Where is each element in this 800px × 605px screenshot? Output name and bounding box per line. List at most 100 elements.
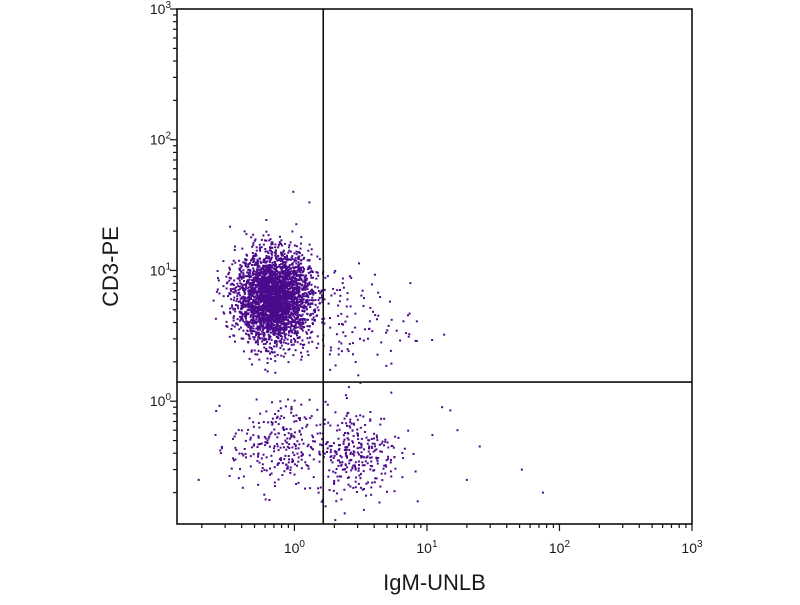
data-point <box>370 460 373 463</box>
data-point <box>360 437 363 440</box>
data-point <box>375 456 378 459</box>
data-point <box>240 283 243 286</box>
data-point <box>338 300 341 303</box>
data-point <box>306 312 309 315</box>
data-point <box>263 292 266 295</box>
data-point <box>239 282 242 285</box>
data-point <box>268 259 271 262</box>
data-point <box>302 442 305 445</box>
data-point <box>290 341 293 344</box>
data-point <box>284 454 287 457</box>
data-point <box>293 454 296 457</box>
data-point <box>300 277 303 280</box>
data-point <box>415 340 418 342</box>
data-point <box>234 458 237 461</box>
data-point <box>254 253 257 256</box>
data-point <box>251 252 254 254</box>
data-point <box>255 302 258 305</box>
data-point <box>274 243 277 246</box>
data-point <box>341 282 344 285</box>
data-point <box>312 312 315 315</box>
data-point <box>275 255 278 258</box>
data-point <box>267 298 270 301</box>
data-point <box>308 259 311 262</box>
data-point <box>271 253 273 256</box>
data-point <box>228 292 231 295</box>
data-point <box>267 281 270 283</box>
data-point <box>294 445 297 447</box>
data-point <box>368 445 371 448</box>
data-point <box>295 250 298 253</box>
data-point <box>339 444 341 447</box>
data-point <box>307 354 310 356</box>
data-point <box>268 261 271 264</box>
data-point <box>279 251 282 254</box>
data-point <box>260 271 263 274</box>
data-point <box>306 308 308 311</box>
data-point <box>358 441 360 444</box>
data-point <box>251 332 254 335</box>
data-point <box>259 294 262 297</box>
data-point <box>374 445 376 448</box>
data-point <box>401 451 404 454</box>
data-point <box>255 246 258 249</box>
data-point <box>277 432 280 435</box>
data-point <box>288 300 291 303</box>
data-point <box>263 468 266 471</box>
data-point <box>240 317 243 320</box>
data-point <box>268 336 271 339</box>
data-point <box>266 269 269 272</box>
data-point <box>252 336 255 339</box>
data-point <box>333 271 336 274</box>
data-point <box>293 443 296 445</box>
data-point <box>282 260 284 263</box>
data-point <box>360 443 363 445</box>
data-point <box>273 351 276 354</box>
data-point <box>307 266 310 269</box>
data-point <box>292 354 295 357</box>
data-point <box>298 278 301 281</box>
data-point <box>280 295 283 297</box>
data-point <box>301 254 304 257</box>
data-point <box>244 291 247 294</box>
data-point <box>257 262 260 265</box>
data-point <box>262 326 265 329</box>
data-point <box>245 233 248 236</box>
data-point <box>401 476 404 479</box>
data-point <box>317 299 320 302</box>
data-point <box>330 459 332 462</box>
data-point <box>280 253 283 256</box>
data-point <box>274 433 277 436</box>
data-point <box>441 406 444 409</box>
data-point <box>344 335 347 338</box>
data-point <box>300 266 303 269</box>
data-point <box>297 292 300 295</box>
data-point <box>255 275 258 278</box>
data-point <box>249 327 252 330</box>
data-point <box>264 294 267 297</box>
data-point <box>310 415 313 418</box>
data-point <box>279 306 282 309</box>
data-point <box>415 320 418 323</box>
data-point <box>253 239 256 242</box>
data-point <box>367 450 370 453</box>
data-point <box>305 305 308 308</box>
data-point <box>240 306 243 309</box>
data-point <box>379 296 382 298</box>
data-point <box>237 307 240 310</box>
data-point <box>321 301 324 304</box>
data-point <box>253 443 256 446</box>
data-point <box>304 321 307 324</box>
data-point <box>288 285 290 287</box>
data-point <box>270 320 273 323</box>
data-point <box>307 296 310 299</box>
data-point <box>264 273 267 276</box>
data-point <box>247 263 250 266</box>
data-point <box>240 308 243 311</box>
data-point <box>301 318 304 321</box>
data-point <box>345 471 348 474</box>
data-point <box>295 245 298 248</box>
data-point <box>387 324 390 327</box>
data-point <box>253 321 256 324</box>
data-point <box>220 305 223 308</box>
